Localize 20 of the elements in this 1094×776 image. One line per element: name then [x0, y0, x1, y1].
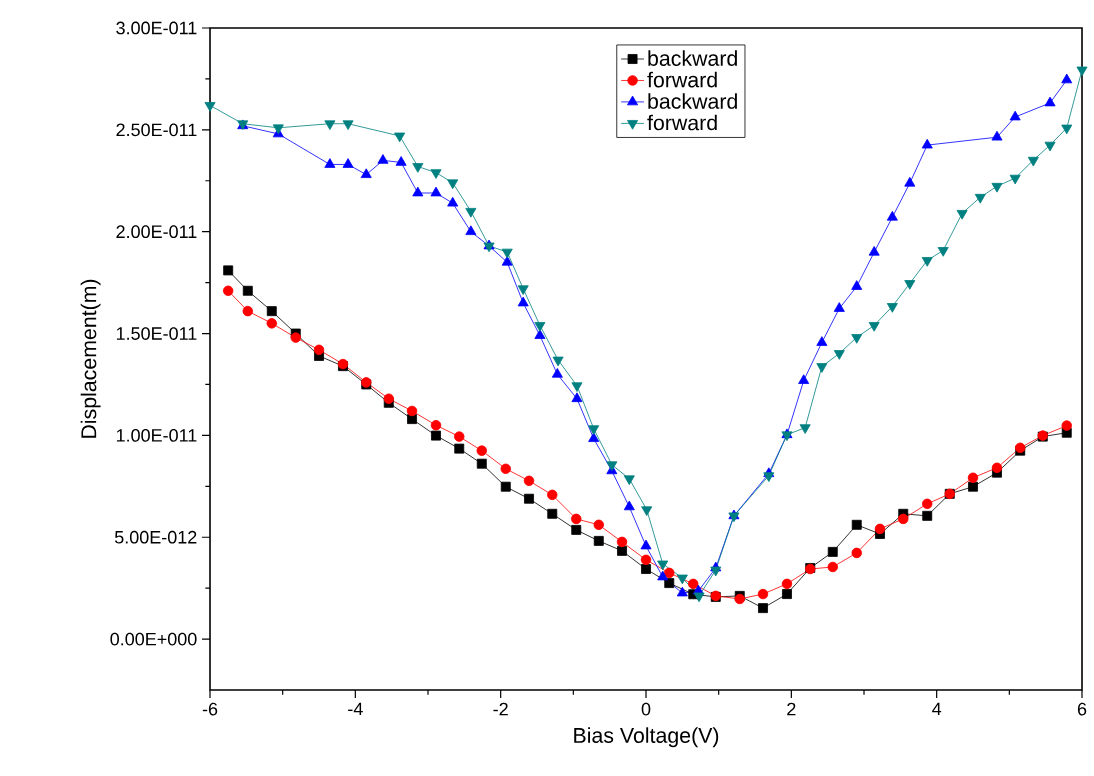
x-tick-label: -4: [348, 702, 363, 716]
legend-label: forward: [647, 114, 717, 131]
y-tick-label: 2.00E-011: [116, 225, 197, 239]
x-tick-label: 4: [932, 702, 942, 716]
x-tick-label: 0: [641, 702, 651, 716]
y-tick-label: 1.00E-011: [116, 429, 197, 442]
legend-label: backward: [648, 93, 737, 109]
x-tick-label: 2: [787, 702, 796, 716]
x-tick-label: -6: [202, 702, 218, 716]
legend-label: forward: [647, 71, 717, 88]
y-tick-label: 0.00E+000: [110, 632, 197, 646]
y-tick-label: 1.50E-011: [116, 327, 197, 340]
y-axis-title: Displacement(m): [80, 279, 101, 438]
x-tick-label: 6: [1077, 702, 1087, 716]
y-tick-label: 2.50E-011: [116, 123, 197, 137]
y-tick-label: 3.00E-011: [116, 21, 197, 35]
x-tick-label: -2: [493, 702, 508, 716]
y-tick-label: 5.00E-012: [114, 530, 197, 544]
legend-label: backward: [648, 50, 737, 66]
x-axis-title: Bias Voltage(V): [574, 727, 719, 748]
